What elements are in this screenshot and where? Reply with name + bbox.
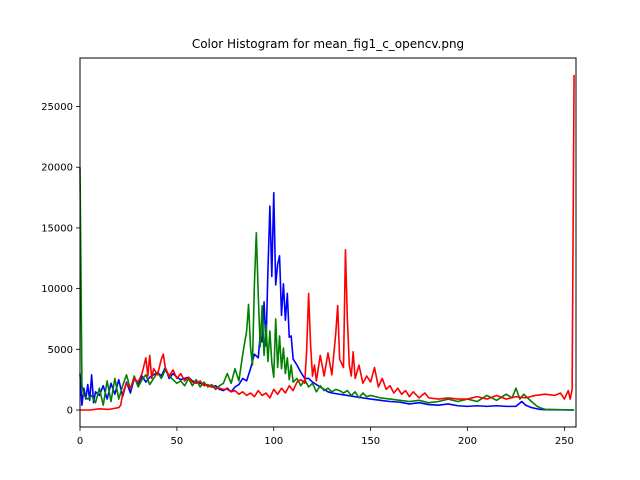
y-tick-label: 0 — [67, 406, 73, 417]
x-tick-label: 100 — [264, 436, 283, 447]
y-tick-label: 5000 — [48, 345, 73, 356]
chart-title: Color Histogram for mean_fig1_c_opencv.p… — [192, 37, 464, 51]
y-tick-label: 10000 — [41, 284, 73, 295]
y-tick-label: 25000 — [41, 102, 73, 113]
x-tick-label: 150 — [361, 436, 380, 447]
series-line-2 — [80, 74, 575, 411]
y-axis: 0 5000 10000 15000 20000 25000 — [41, 102, 80, 417]
y-tick-label: 15000 — [41, 223, 73, 234]
series-line-0 — [79, 191, 575, 411]
x-tick-label: 250 — [555, 436, 574, 447]
x-tick-label: 200 — [458, 436, 477, 447]
x-tick-label: 0 — [77, 436, 83, 447]
x-tick-label: 50 — [171, 436, 184, 447]
x-axis: 0 50 100 150 200 250 — [77, 427, 574, 447]
series-layer — [79, 74, 575, 411]
series-line-1 — [79, 167, 575, 411]
y-tick-label: 20000 — [41, 163, 73, 174]
plot-frame — [79, 57, 577, 428]
